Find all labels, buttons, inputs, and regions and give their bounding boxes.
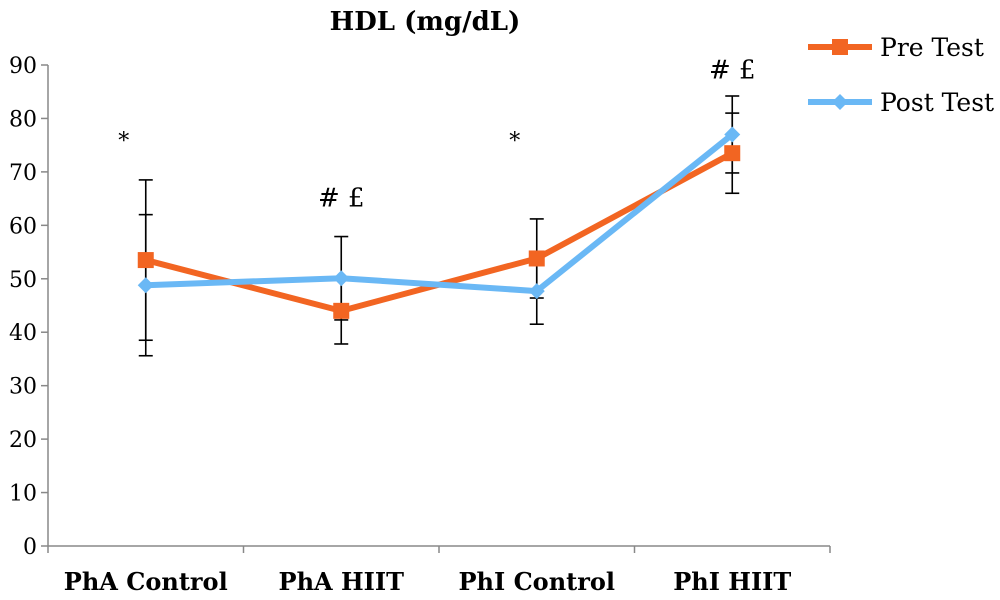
y-tick-label: 0	[23, 535, 37, 560]
annotations: * # £ * # £	[118, 55, 755, 213]
pre-test-point	[724, 145, 741, 162]
y-tick-label: 10	[9, 482, 37, 507]
x-category-label: PhI Control	[459, 567, 616, 596]
significance-annotation: *	[118, 129, 129, 154]
legend: Pre Test Post Test	[808, 33, 994, 117]
error-bars	[138, 95, 740, 357]
series-lines	[144, 132, 735, 314]
y-tick-label: 20	[9, 428, 37, 453]
legend-pre-test-label: Pre Test	[880, 33, 984, 62]
legend-post-test-label: Post Test	[880, 88, 994, 117]
post-test-point	[333, 270, 350, 287]
chart-title: HDL (mg/dL)	[330, 7, 521, 37]
legend-post-test-marker	[832, 94, 848, 110]
post-test-point	[528, 283, 545, 300]
post-test-point	[137, 277, 154, 294]
pre-test-point	[137, 252, 154, 269]
post-test-point	[724, 126, 741, 143]
post-test-line	[145, 132, 735, 295]
pre-test-point	[333, 302, 350, 319]
y-tick-label: 50	[9, 268, 37, 293]
x-category-label: PhA Control	[64, 567, 228, 596]
y-tick-label: 40	[9, 321, 37, 346]
significance-annotation: *	[509, 129, 520, 154]
significance-annotation: # £	[709, 55, 756, 85]
x-category-label: PhI HIIT	[673, 567, 791, 596]
pre-test-point	[528, 250, 545, 267]
legend-pre-test-marker	[832, 39, 848, 55]
y-tick-label: 80	[9, 107, 37, 132]
x-category-label: PhA HIIT	[279, 567, 405, 596]
significance-annotation: # £	[318, 184, 365, 214]
y-tick-label: 90	[9, 54, 37, 79]
axes: 0 10 20 30 40 50 60 70 80 90 PhA Control PhA HIIT Ph…	[9, 54, 831, 596]
y-tick-label: 70	[9, 161, 37, 186]
y-tick-label: 60	[9, 214, 37, 239]
series-markers	[137, 126, 741, 319]
y-tick-label: 30	[9, 375, 37, 400]
